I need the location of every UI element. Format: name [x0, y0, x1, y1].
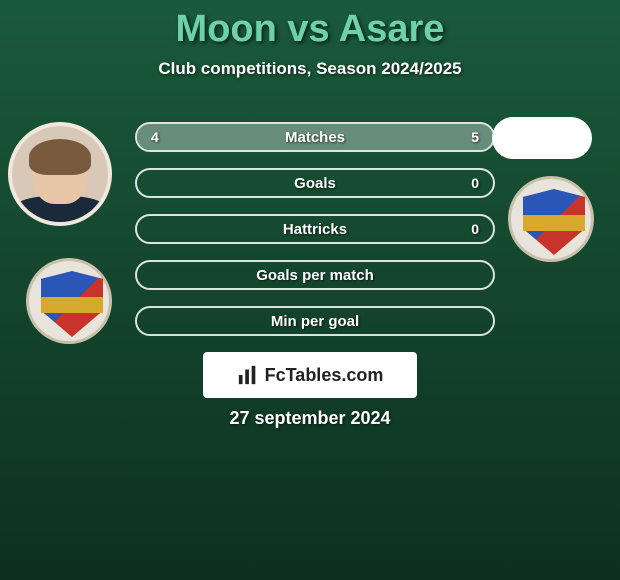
stats-container: 4 Matches 5 Goals 0 Hattricks 0 Goals pe… [135, 122, 495, 352]
crest-band [41, 297, 103, 313]
stat-row-hattricks: Hattricks 0 [135, 214, 495, 244]
avatar-hair [29, 139, 91, 175]
player-right-avatar [492, 117, 592, 159]
stat-row-mpg: Min per goal [135, 306, 495, 336]
stat-label: Min per goal [137, 313, 493, 330]
stat-label: Goals [137, 175, 493, 192]
stat-row-matches: 4 Matches 5 [135, 122, 495, 152]
stat-left-value: 4 [151, 129, 159, 145]
stat-row-goals: Goals 0 [135, 168, 495, 198]
footer-date: 27 september 2024 [0, 408, 620, 429]
stat-right-value: 0 [471, 221, 479, 237]
page-subtitle: Club competitions, Season 2024/2025 [0, 59, 620, 79]
club-crest-left [26, 258, 112, 344]
stat-label: Hattricks [137, 221, 493, 238]
bar-chart-icon [237, 364, 259, 386]
stat-label: Goals per match [137, 267, 493, 284]
stat-right-value: 0 [471, 175, 479, 191]
stat-right-value: 5 [471, 129, 479, 145]
stat-row-gpm: Goals per match [135, 260, 495, 290]
branding-label: FcTables.com [265, 365, 384, 386]
club-crest-right [508, 176, 594, 262]
player-left-avatar [8, 122, 112, 226]
branding-badge: FcTables.com [203, 352, 417, 398]
stat-fill-right [294, 124, 493, 150]
stat-fill-left [137, 124, 294, 150]
page-title: Moon vs Asare [0, 0, 620, 51]
crest-band [523, 215, 585, 231]
